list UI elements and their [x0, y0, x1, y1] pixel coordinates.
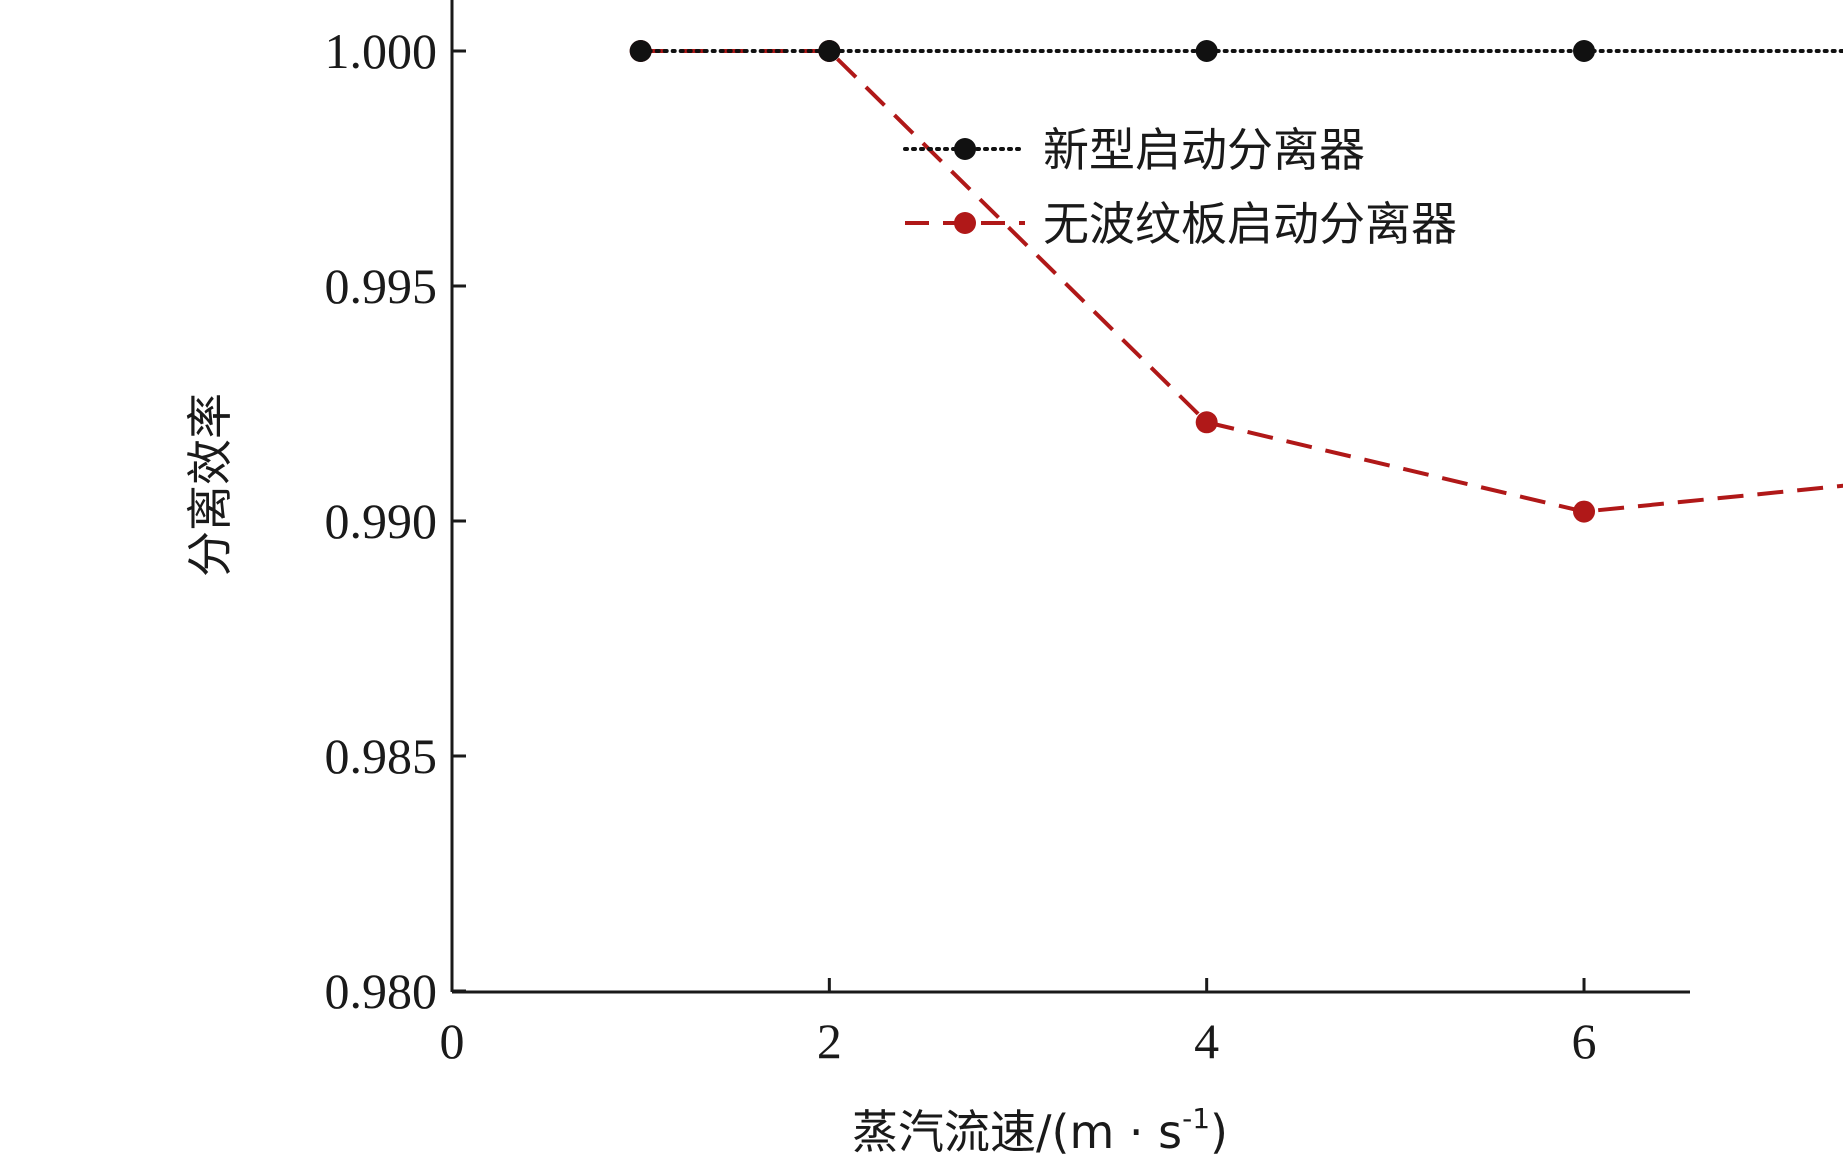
data-point [1195, 40, 1218, 62]
series-layer [629, 40, 1843, 523]
x-axis-title: 蒸汽流速/(m · s-1) [852, 1102, 1228, 1159]
y-tick-label: 0.990 [325, 493, 438, 549]
legend-marker-new-separator [954, 138, 976, 160]
data-point [818, 40, 841, 62]
x-ticks: 024681012 [440, 978, 1597, 1069]
y-tick-label: 0.985 [325, 728, 438, 784]
legend: 新型启动分离器 无波纹板启动分离器 [903, 123, 1457, 251]
y-tick-label: 0.980 [325, 963, 438, 1019]
legend-label-no-corrugated-plate-separator: 无波纹板启动分离器 [1043, 197, 1457, 251]
data-point [1195, 411, 1218, 434]
legend-label-new-separator: 新型启动分离器 [1043, 123, 1365, 177]
y-axis-title: 分离效率 [183, 393, 237, 577]
x-tick-label: 2 [817, 1013, 842, 1069]
legend-item-no-corrugated-plate-separator: 无波纹板启动分离器 [905, 197, 1457, 251]
data-point [1573, 500, 1596, 523]
x-tick-label: 6 [1572, 1013, 1597, 1069]
legend-marker-no-corrugated-plate-separator [954, 212, 976, 234]
series-0 [629, 40, 1843, 62]
x-axis-title-close: ) [1210, 1105, 1228, 1159]
data-point [1573, 40, 1596, 62]
x-tick-label: 0 [440, 1013, 465, 1069]
x-axis-title-main: 蒸汽流速/(m · s [852, 1105, 1182, 1159]
legend-item-new-separator: 新型启动分离器 [903, 123, 1365, 177]
y-tick-label: 0.995 [325, 258, 438, 314]
x-axis-title-superscript: -1 [1182, 1102, 1210, 1135]
data-point [629, 40, 652, 62]
y-ticks: 0.980 0.985 0.990 0.995 1.000 [325, 23, 466, 1019]
y-tick-label: 1.000 [325, 23, 438, 79]
x-tick-label: 4 [1194, 1013, 1219, 1069]
